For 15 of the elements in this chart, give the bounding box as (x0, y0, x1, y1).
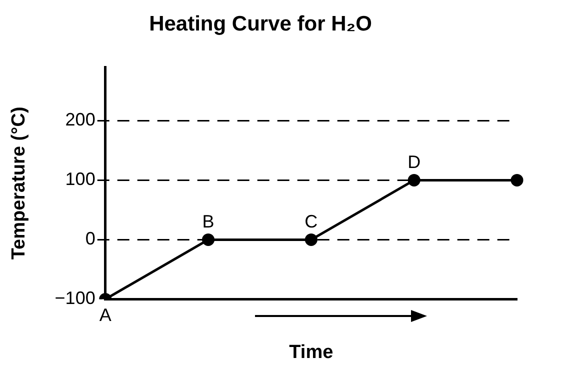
y-tick-label: 0 (85, 228, 96, 249)
data-label: B (202, 212, 214, 232)
data-label: A (99, 305, 112, 326)
y-tick-label: 200 (65, 110, 96, 130)
y-axis-title: Temperature (°C) (8, 106, 30, 260)
data-label: C (304, 212, 318, 232)
point (408, 174, 420, 186)
point (510, 174, 524, 186)
point (304, 233, 318, 246)
x-axis-title: Time (289, 342, 334, 363)
y-tick-label: −100 (54, 288, 96, 308)
data-label: D (408, 152, 421, 172)
y-tick-label: 100 (65, 169, 96, 190)
chart-title: Heating Curve for H₂O (149, 12, 372, 36)
point (202, 233, 215, 246)
